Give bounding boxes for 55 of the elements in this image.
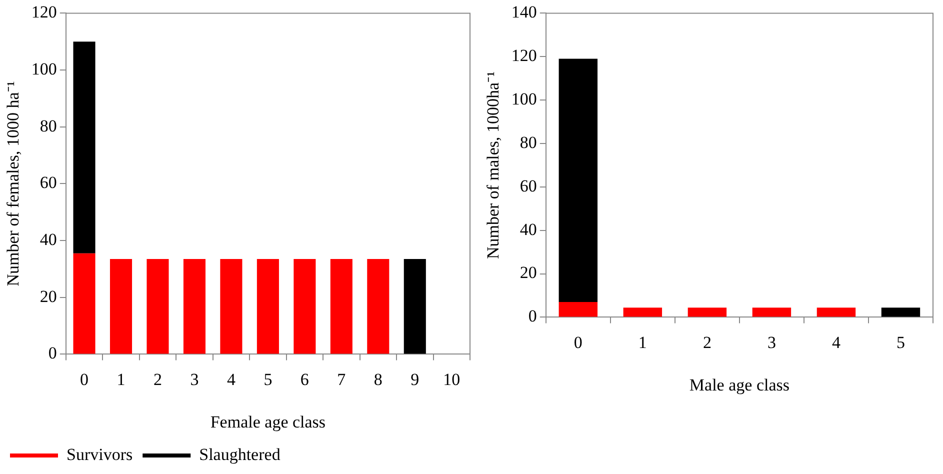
x-tick-label: 5 (896, 332, 905, 352)
y-tick-label: 20 (40, 286, 57, 306)
bar (688, 308, 727, 317)
x-axis-title: Female age class (210, 412, 326, 432)
y-tick-label: 80 (40, 116, 57, 136)
y-tick-label: 120 (511, 46, 537, 66)
x-tick-label: 10 (443, 370, 460, 389)
y-tick-label: 100 (511, 90, 537, 109)
bar (330, 259, 352, 354)
y-axis-title: Number of females, 1000 ha⁻¹ (4, 81, 23, 286)
x-tick-label: 0 (574, 332, 582, 352)
y-tick-label: 0 (528, 306, 537, 326)
bar (404, 259, 426, 354)
x-tick-label: 0 (80, 370, 89, 389)
x-tick-label: 4 (832, 332, 841, 352)
y-tick-label: 60 (40, 173, 57, 192)
y-tick-label: 40 (40, 230, 57, 249)
x-tick-label: 8 (374, 370, 382, 389)
bar (623, 308, 662, 317)
x-tick-label: 4 (226, 370, 236, 389)
x-tick-label: 2 (702, 332, 712, 352)
x-axis-title: Male age class (689, 375, 790, 394)
x-tick-label: 7 (337, 370, 346, 389)
bar (881, 308, 920, 317)
bar (73, 253, 96, 354)
y-tick-label: 80 (520, 132, 537, 152)
bar (146, 259, 169, 354)
y-axis-title: Number of males, 1000ha⁻¹ (484, 71, 503, 260)
legend-label: Slaughtered (199, 444, 281, 464)
bar (256, 259, 279, 354)
bar (816, 308, 856, 317)
bar (73, 42, 96, 254)
bar (183, 259, 206, 354)
y-tick-label: 20 (520, 263, 537, 282)
bar (294, 259, 316, 354)
legend-label: Survivors (66, 444, 133, 464)
x-tick-label: 9 (410, 370, 420, 389)
bar (558, 302, 598, 317)
y-tick-label: 40 (520, 220, 537, 239)
bar (367, 259, 390, 354)
x-tick-label: 5 (264, 370, 272, 389)
bar (110, 259, 132, 354)
y-tick-label: 140 (511, 2, 537, 22)
bar (220, 259, 242, 354)
x-tick-label: 3 (190, 370, 199, 389)
bar (558, 58, 598, 302)
x-tick-label: 3 (767, 332, 776, 352)
x-tick-label: 1 (638, 332, 647, 352)
x-tick-label: 2 (153, 370, 162, 389)
y-tick-label: 60 (520, 176, 537, 196)
x-tick-label: 6 (300, 370, 309, 389)
x-tick-label: 1 (116, 370, 126, 389)
bar (752, 308, 792, 317)
y-tick-label: 100 (31, 60, 57, 78)
y-tick-label: 120 (31, 2, 57, 22)
